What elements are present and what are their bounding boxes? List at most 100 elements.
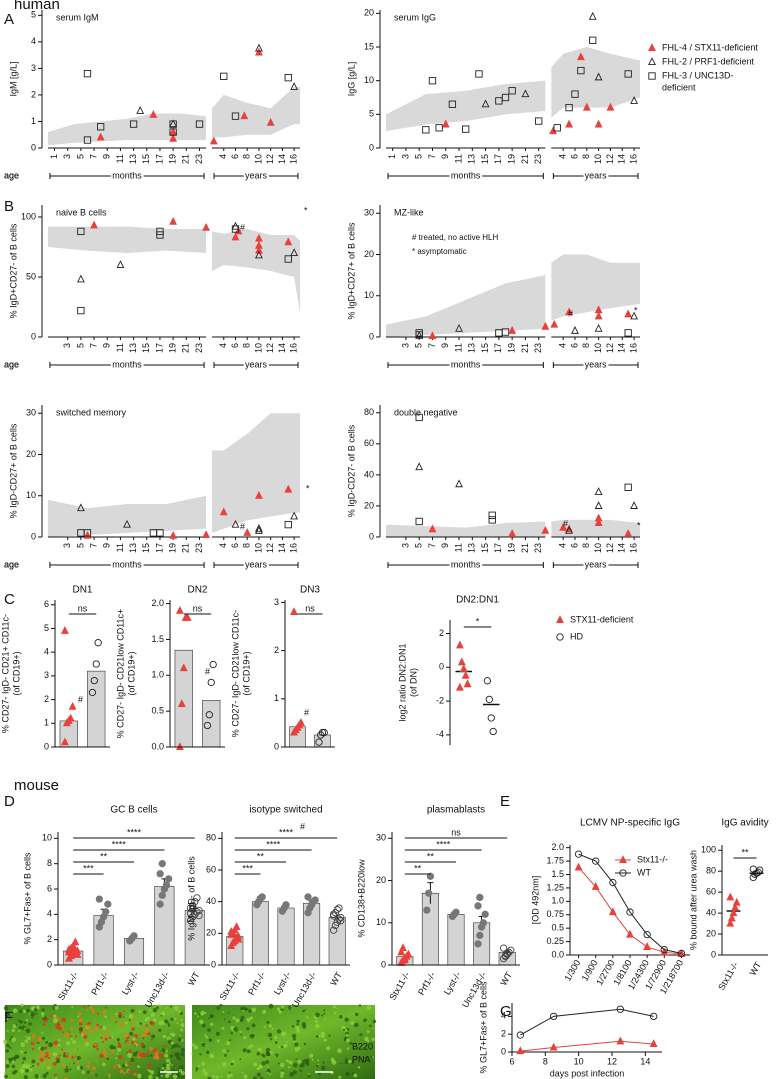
- texture: [11, 1036, 13, 1038]
- texture: [323, 1009, 326, 1012]
- texture: [366, 1030, 370, 1034]
- data-point: [83, 530, 92, 539]
- data-point: [255, 250, 263, 259]
- x-tick-label: 15: [141, 543, 151, 553]
- texture: [105, 1006, 107, 1009]
- texture: [340, 1062, 343, 1065]
- texture: [86, 1024, 90, 1028]
- data-point: [399, 943, 407, 952]
- texture: [32, 1041, 34, 1043]
- data-point: [169, 216, 178, 225]
- data-point: [169, 119, 178, 128]
- texture: [216, 1039, 220, 1043]
- y-tick-label: 2: [501, 1029, 506, 1039]
- reference-range: [47, 113, 207, 146]
- data-point: [483, 677, 492, 685]
- texture: [3, 1039, 7, 1044]
- texture: [235, 1018, 240, 1023]
- y-tick-label: 80: [706, 866, 716, 876]
- texture: [164, 1053, 169, 1058]
- data-point: [616, 1036, 625, 1045]
- texture: [204, 1011, 207, 1015]
- y-tick-label: 0: [31, 331, 36, 341]
- data-point: [83, 136, 92, 144]
- texture: [155, 1055, 160, 1060]
- texture: [23, 1021, 27, 1024]
- data-point: [463, 679, 472, 688]
- segment-label: months: [451, 359, 481, 369]
- texture: [55, 1076, 58, 1079]
- point-note: #: [304, 707, 309, 717]
- data-point: [660, 945, 668, 954]
- texture: [94, 1043, 97, 1047]
- data-point: [643, 942, 652, 950]
- texture: [106, 1057, 109, 1060]
- texture: [303, 1024, 306, 1026]
- texture: [171, 1044, 176, 1049]
- data-point: [169, 127, 178, 136]
- texture: [162, 1063, 167, 1068]
- texture: [207, 1028, 211, 1032]
- texture: [31, 1016, 34, 1019]
- texture: [323, 1038, 327, 1042]
- texture: [170, 1041, 174, 1045]
- texture: [338, 1075, 342, 1079]
- x-tick-label: 6: [569, 343, 579, 348]
- texture: [78, 1011, 82, 1016]
- panel-letter: F: [4, 1009, 13, 1026]
- texture: [195, 1067, 199, 1071]
- series-line: [520, 1040, 654, 1052]
- x-tick-label: 14: [640, 1056, 650, 1066]
- texture: [21, 1025, 26, 1031]
- data-point: [516, 1046, 525, 1055]
- texture: [5, 1064, 10, 1069]
- x-tick-label: 3: [400, 543, 410, 548]
- texture: [9, 1011, 13, 1015]
- data-point: [337, 913, 345, 922]
- y-tick-label: 2: [44, 694, 49, 704]
- panel-letter: A: [4, 11, 14, 28]
- texture: [344, 1017, 349, 1022]
- y-axis-label: % GL7+Fas+ of B cells: [22, 852, 32, 945]
- texture: [158, 1020, 163, 1026]
- data-point: [428, 77, 437, 85]
- y-axis-label: (of CD19+): [126, 651, 136, 695]
- texture: [165, 1058, 171, 1063]
- x-tick-label: 11: [453, 154, 463, 163]
- y-tick-label: -2: [436, 695, 444, 705]
- x-tick-label: 11: [115, 343, 125, 352]
- texture: [256, 1051, 261, 1056]
- texture: [133, 1072, 137, 1076]
- texture: [80, 1033, 84, 1037]
- y-axis-label: % GL7+Fas+ of B cells: [478, 981, 488, 1074]
- texture: [345, 1038, 350, 1043]
- texture: [78, 1018, 83, 1023]
- panel-letter: D: [4, 793, 15, 810]
- x-tick-label: 9: [440, 543, 450, 548]
- texture: [52, 1061, 57, 1066]
- texture: [259, 1076, 264, 1079]
- y-tick-label: 5: [369, 109, 374, 119]
- x-axis-label: age: [4, 359, 19, 369]
- texture: [328, 1034, 331, 1037]
- texture: [148, 1069, 152, 1073]
- texture: [34, 1008, 38, 1012]
- x-tick-label: 9: [102, 543, 112, 548]
- texture: [233, 1027, 238, 1032]
- image-label: B220: [352, 1041, 373, 1051]
- texture: [104, 1015, 107, 1018]
- texture: [42, 1073, 47, 1079]
- y-tick-label: -4: [436, 729, 444, 739]
- chart-title: MZ-like: [394, 207, 424, 217]
- x-tick-label: 11: [453, 543, 463, 552]
- texture: [36, 1038, 41, 1043]
- data-point: [571, 90, 579, 98]
- texture: [220, 1075, 223, 1078]
- data-point: [508, 529, 517, 537]
- texture: [196, 1015, 199, 1018]
- data-point: [83, 529, 92, 537]
- texture: [332, 1005, 336, 1009]
- texture: [205, 1044, 207, 1047]
- y-axis-label: % IgD+CD27- of B cells: [8, 223, 18, 318]
- texture: [351, 1072, 355, 1075]
